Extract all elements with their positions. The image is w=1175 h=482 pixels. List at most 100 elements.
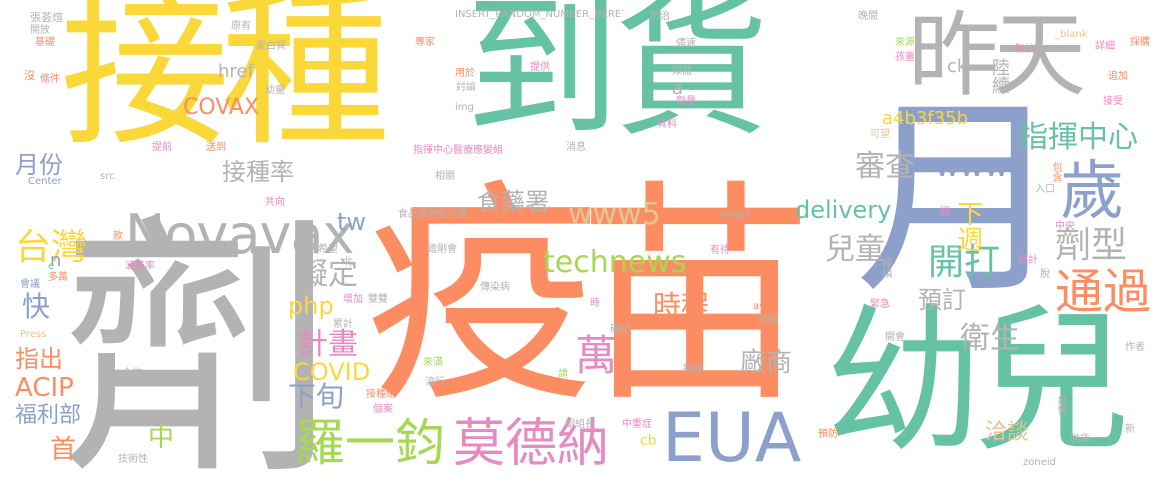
word-modena: 莫德納: [453, 414, 610, 474]
word-huizhen: 揮鎮: [880, 258, 891, 278]
word-blank: _blank: [1055, 29, 1088, 40]
word-img: img: [455, 102, 474, 113]
word-youtong: 幼童: [265, 85, 285, 96]
word-tagang: 踏剛會: [427, 244, 457, 255]
word-shiyaoshu: 食藥署: [477, 188, 549, 216]
word-youer: 幼兒: [825, 290, 1131, 474]
word-press: Press: [20, 329, 47, 340]
word-zhihuizhongxin: 指揮中心: [1018, 120, 1138, 155]
word-gongxiang: 共向: [265, 197, 285, 208]
word-jihua: 計畫: [298, 327, 358, 362]
word-chuanranbing: 傳染病: [480, 282, 510, 293]
word-e: e: [48, 261, 55, 272]
word-shou: 首: [50, 435, 77, 465]
word-delivery: delivery: [795, 196, 892, 224]
word-mei: 沒: [24, 69, 35, 82]
word-yuefen: 月份: [15, 151, 63, 179]
word-amp: amp: [740, 261, 774, 279]
word-technews: technews: [543, 245, 687, 280]
word-ertong: 兒童: [825, 232, 885, 267]
word-jieshou: 接受: [1103, 96, 1123, 107]
word-zhanghuixuan: 張荟煊: [30, 11, 63, 24]
word-yimiao: 疫苗: [365, 161, 813, 434]
word-gean: 個案: [373, 404, 393, 415]
word-xiaoxi: 消息: [566, 142, 586, 153]
word-yuding: 預訂: [918, 286, 966, 314]
word-href: href: [218, 61, 254, 82]
word-kuai: 快: [22, 290, 51, 323]
word-leiji: 累計: [333, 319, 353, 330]
word-tiaojian: 條件: [40, 74, 60, 85]
word-bei: 北: [343, 257, 353, 268]
word-rukou: 入口: [1035, 184, 1055, 195]
word-zhongyang: 中央: [1055, 221, 1075, 232]
word-changshang: 廠商: [740, 348, 793, 378]
word-www5: www5: [568, 197, 661, 232]
word-kuan: 款: [113, 231, 123, 242]
word-meiti: 媒體: [672, 66, 692, 77]
word-wan: 萬: [575, 331, 618, 380]
word-xiaxun: 下旬: [288, 380, 345, 413]
word-haitong: 孩童: [895, 52, 915, 63]
word-xiazhou: 下週: [953, 200, 983, 252]
word-src: src: [100, 171, 115, 182]
word-acip: ACIP: [15, 373, 74, 403]
word-shouquan: 授權: [683, 364, 703, 375]
word-hangailv: 涵蓋率: [125, 261, 155, 272]
word-insert-random: INSERT_RANDOM_NUMBER_HERE`: [455, 9, 627, 20]
word-taolun: 討論: [456, 82, 476, 93]
word-eua: EUA: [662, 399, 802, 478]
word-fuzuzhang: 副組長: [565, 419, 595, 430]
word-xiangxi: 詳細: [1095, 41, 1115, 52]
word-luxu: 陸續: [989, 58, 1010, 94]
word-baohan: 包含: [1050, 162, 1061, 182]
word-jinsu: 儘速: [676, 38, 696, 49]
word-kewang: 可望: [870, 129, 890, 140]
word-fulibu: 福利部: [15, 403, 82, 428]
word-weisheng: 衛生: [960, 321, 1020, 356]
word-tuo: 脫: [1040, 269, 1050, 280]
word-tongguo: 通過: [1055, 264, 1152, 320]
word-jiliang: 劑量: [676, 96, 696, 107]
word-shicheng: 時程: [653, 289, 710, 322]
word-xin: 新: [1125, 424, 1135, 435]
word-jiezhongzu: 接種組: [366, 389, 396, 400]
word-tuan: 團: [940, 207, 950, 218]
word-zuozhe: 作者: [1125, 342, 1145, 353]
word-yue: 月: [855, 77, 1066, 322]
word-tw: tw: [337, 208, 367, 236]
word-shi: 時: [590, 298, 600, 309]
word-luoyijun: 羅一鈞: [295, 414, 445, 472]
word-shipin-yaowu: 食品藥物管理署: [398, 209, 468, 220]
word-danbaizhi: 蛋白質: [256, 41, 286, 52]
word-jiezhong: 接種: [60, 0, 390, 170]
word-cb: cb: [640, 433, 657, 449]
word-xiwang: 希望: [318, 244, 338, 255]
word-covid: COVID: [293, 358, 371, 386]
word-qiatan: 洽談: [985, 420, 1030, 445]
word-taiwan: 台灣: [15, 227, 88, 268]
word-caigou: 採購: [1130, 37, 1150, 48]
word-jichu: 基礎: [35, 37, 55, 48]
word-kaida: 開打: [928, 242, 1001, 283]
word-zhongzhongzheng: 中重症: [622, 419, 652, 430]
word-queren: 確認: [610, 324, 630, 335]
word-heyue: 合約: [122, 368, 142, 379]
word-zhuanjia: 專家: [415, 37, 435, 48]
word-zhuijia: 追加: [1108, 71, 1128, 82]
word-ziliao: 資料: [657, 119, 677, 130]
word-ck: ck: [947, 56, 968, 77]
word-huiyi: 會議: [20, 279, 40, 290]
word-zhichu: 指出: [15, 345, 63, 373]
word-kaihui: 開會: [885, 332, 905, 343]
word-duowan: 多萬: [48, 272, 68, 283]
word-niding: 擬定: [298, 257, 358, 292]
word-ji: 劑: [60, 192, 335, 482]
word-a4b3f35b: a4b3f35b: [882, 108, 969, 129]
word-lianfang: 聯訪: [1015, 44, 1035, 55]
word-shuangshuang: 雙雙: [368, 294, 388, 305]
word-center: Center: [28, 176, 62, 187]
word-covax: COVAX: [183, 95, 260, 120]
word-daohuo: 到貨: [465, 0, 769, 158]
word-youdai: 有待: [710, 245, 730, 256]
